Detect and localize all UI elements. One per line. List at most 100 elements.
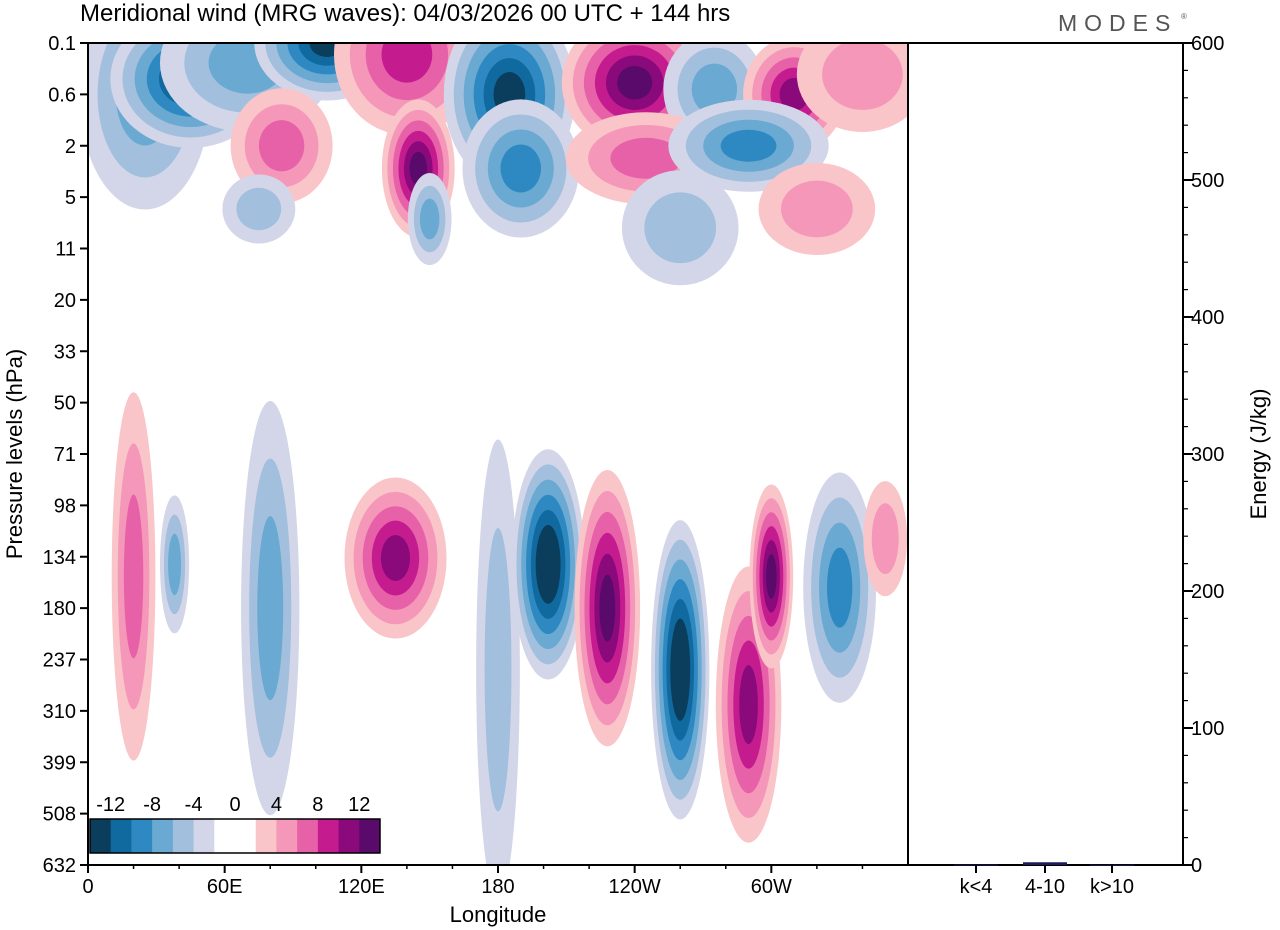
wind-contour-field (88, 43, 908, 865)
contour-level (484, 528, 512, 812)
colorbar-label: 12 (348, 794, 370, 816)
chart-title: Meridional wind (MRG waves): 04/03/2026 … (80, 0, 731, 27)
contour-level (871, 503, 899, 575)
contour-blob (796, 43, 908, 133)
contour-blob (863, 481, 908, 597)
colorbar-label: 8 (312, 794, 323, 816)
contour-level (822, 43, 903, 110)
x-tick-label: 0 (82, 876, 93, 898)
contour-blob (749, 484, 794, 669)
contour-level (381, 43, 433, 83)
y-tick-label: 20 (54, 290, 76, 312)
colorbar-swatch (338, 819, 360, 853)
y-tick-label: 0.6 (48, 84, 76, 106)
colorbar-swatch (255, 819, 277, 853)
energy-tick-label: 0 (1191, 855, 1202, 877)
contour-blob (344, 477, 447, 639)
contour-level (236, 187, 282, 231)
colorbar-swatch (172, 819, 194, 853)
colorbar-label: 4 (271, 794, 282, 816)
contour-level (258, 120, 305, 172)
colorbar-swatch (90, 819, 112, 853)
y-tick-label: 33 (54, 341, 76, 363)
colorbar-swatch (235, 819, 257, 853)
contour-level (826, 547, 853, 628)
contour-level (674, 638, 687, 702)
contour-blob (159, 495, 190, 634)
contour-level (599, 574, 616, 642)
x-tick-label: 120W (609, 876, 661, 898)
energy-category-label: k<4 (960, 876, 993, 898)
colorbar-label: 0 (229, 794, 240, 816)
y-tick-label: 237 (43, 650, 76, 672)
contour-level (610, 137, 682, 179)
y-tick-label: 310 (43, 701, 76, 723)
contour-blob (511, 449, 585, 680)
contour-blob (222, 174, 296, 244)
contour-level (257, 516, 284, 701)
contour-blob (334, 43, 480, 136)
colorbar-label: -12 (96, 794, 125, 816)
contour-blob (803, 472, 877, 703)
energy-tick-label: 500 (1191, 170, 1224, 192)
y-tick-label: 399 (43, 752, 76, 774)
y-tick-label: 11 (55, 239, 76, 261)
colorbar-swatch (317, 819, 339, 853)
energy-tick-label: 200 (1191, 581, 1224, 603)
contour-level (500, 144, 542, 193)
colorbar-label: -4 (185, 794, 203, 816)
energy-frame (907, 42, 1184, 866)
registered-mark: ® (1181, 12, 1187, 21)
modes-logo: MODES (1058, 10, 1178, 36)
energy-category-label: k>10 (1090, 876, 1134, 898)
contour-level (739, 665, 758, 745)
contour-level (380, 535, 411, 582)
contour-level (766, 554, 777, 599)
colorbar-swatch (193, 819, 215, 853)
y-tick-label: 508 (43, 804, 76, 826)
energy-axis-label: Energy (J/kg) (1246, 389, 1271, 520)
y-tick-label: 50 (54, 393, 76, 415)
colorbar-swatch (110, 819, 132, 853)
colorbar-label: -8 (143, 794, 161, 816)
y-tick-label: 98 (54, 495, 76, 517)
energy-bar-chart: 0 100 200 300 400 500 600 k<4 4-10 k>10 (907, 33, 1224, 898)
colorbar-swatch (131, 819, 153, 853)
contour-blob (621, 170, 739, 286)
x-tick-label: 60E (207, 876, 243, 898)
y-tick-label: 632 (43, 855, 76, 877)
x-tick-label: 60W (751, 876, 792, 898)
x-tick-label: 120E (338, 876, 385, 898)
contour-blob (241, 400, 300, 816)
contour-blob (381, 99, 455, 238)
y-tick-label: 0.1 (48, 33, 76, 55)
colorbar-swatch (297, 819, 319, 853)
y-tick-label: 2 (65, 136, 76, 158)
colorbar: -12 -8 -4 0 4 8 12 (89, 794, 381, 854)
contour-level (720, 129, 777, 162)
y-tick-label: 5 (65, 187, 76, 209)
contour-level (781, 180, 853, 238)
y-axis-label: Pressure levels (hPa) (2, 349, 27, 559)
x-axis-label: Longitude (450, 902, 547, 927)
contour-level (644, 192, 717, 264)
y-tick-label: 134 (43, 547, 76, 569)
energy-category-label: 4-10 (1025, 876, 1065, 898)
colorbar-swatch (214, 819, 236, 853)
energy-bar (1023, 862, 1067, 865)
energy-tick-label: 400 (1191, 307, 1224, 329)
contour-blob (230, 88, 333, 204)
contour-blob (758, 162, 876, 256)
contour-blob (462, 99, 580, 238)
colorbar-swatch (152, 819, 174, 853)
energy-tick-label: 100 (1191, 718, 1224, 740)
contour-level (168, 533, 182, 596)
energy-tick-label: 600 (1191, 33, 1224, 55)
contour-blob (407, 173, 452, 266)
contour-blob (574, 470, 641, 747)
colorbar-frame (89, 818, 381, 854)
y-tick-label: 180 (43, 598, 76, 620)
contour-level (123, 494, 144, 659)
colorbar-swatch (276, 819, 298, 853)
